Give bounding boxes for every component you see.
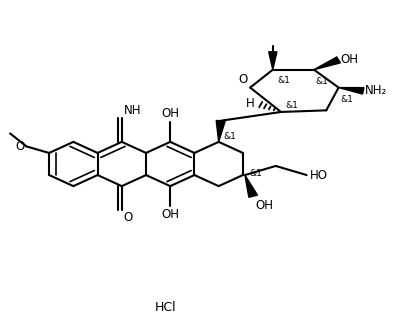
Text: O: O [123, 212, 133, 224]
Text: OH: OH [161, 108, 179, 120]
Text: &1: &1 [276, 75, 289, 85]
Text: OH: OH [161, 208, 179, 220]
Text: &1: &1 [249, 169, 262, 178]
Text: NH₂: NH₂ [364, 84, 387, 97]
Polygon shape [338, 88, 363, 94]
Text: &1: &1 [339, 95, 352, 104]
Text: H: H [246, 97, 254, 110]
Text: OH: OH [254, 199, 273, 212]
Text: O: O [16, 140, 25, 153]
Polygon shape [244, 175, 257, 197]
Text: NH: NH [123, 104, 141, 116]
Polygon shape [216, 120, 225, 142]
Text: OH: OH [340, 53, 358, 67]
Text: &1: &1 [285, 101, 297, 110]
Text: HO: HO [309, 169, 327, 182]
Polygon shape [313, 57, 339, 70]
Text: HCl: HCl [155, 300, 176, 314]
Polygon shape [268, 52, 276, 70]
Text: O: O [238, 73, 247, 86]
Text: &1: &1 [223, 132, 236, 140]
Text: &1: &1 [315, 77, 328, 86]
